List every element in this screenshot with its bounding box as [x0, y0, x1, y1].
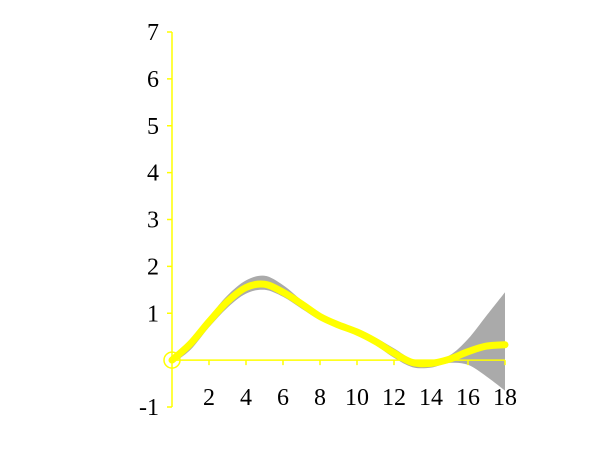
x-tick-label: 16 — [456, 385, 480, 411]
y-tick-label: 3 — [147, 208, 159, 234]
x-tick-label: 10 — [345, 385, 369, 411]
y-tick-label: 2 — [147, 254, 159, 280]
x-tick-label: 8 — [314, 385, 326, 411]
y-tick-label: 5 — [147, 114, 159, 140]
x-tick-label: 6 — [277, 385, 289, 411]
y-tick-label: 7 — [147, 20, 159, 46]
y-tick-label: -1 — [139, 395, 159, 421]
y-tick-label: 6 — [147, 67, 159, 93]
x-tick-label: 14 — [419, 385, 443, 411]
x-tick-label: 2 — [203, 385, 215, 411]
y-ticks: -1 1 2 3 4 5 6 7 — [139, 20, 172, 421]
y-tick-label: 4 — [147, 161, 159, 187]
x-ticks: 2 4 6 8 10 12 14 16 18 — [203, 360, 517, 411]
confidence-band — [172, 275, 505, 391]
x-tick-label: 18 — [493, 385, 517, 411]
x-tick-label: 4 — [240, 385, 252, 411]
series-line — [168, 280, 509, 368]
y-tick-label: 1 — [147, 301, 159, 327]
origin-marker — [163, 351, 181, 369]
x-tick-label: 12 — [382, 385, 406, 411]
